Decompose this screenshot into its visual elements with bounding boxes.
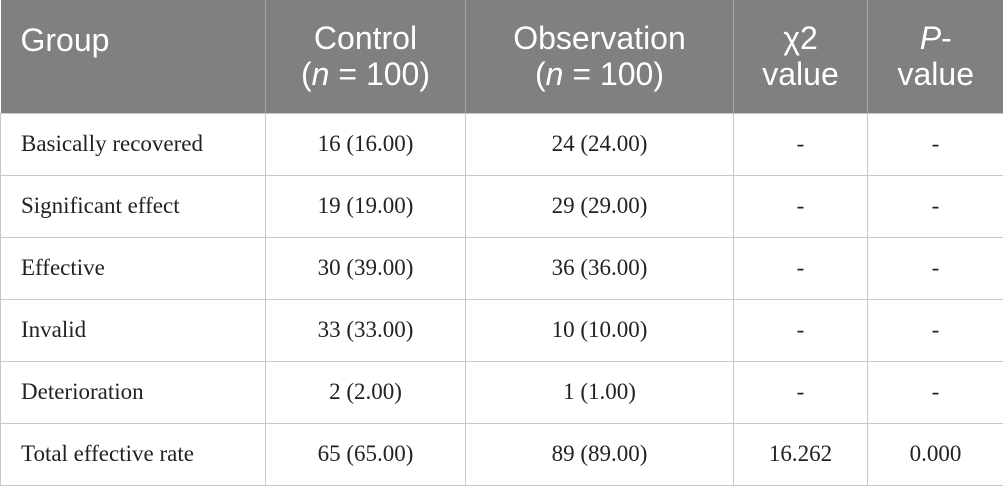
header-text: = 100) (563, 56, 664, 93)
table-cell: 36 (36.00) (465, 236, 734, 300)
table-cell: 30 (39.00) (265, 236, 466, 300)
table-cell: - (867, 112, 1003, 176)
table-cell: 19 (19.00) (265, 174, 466, 238)
header-text: Observation (513, 20, 686, 57)
header-cell: Observation (n = 100) (465, 0, 734, 113)
header-cell: Group (0, 0, 266, 113)
table-cell: - (867, 174, 1003, 238)
table-cell: - (867, 298, 1003, 362)
table-cell: 0.000 (867, 422, 1003, 486)
header-text: P (919, 20, 942, 57)
row-label: Significant effect (0, 174, 266, 238)
row-label: Total effective rate (0, 422, 266, 486)
table-row: Basically recovered 16 (16.00) 24 (24.00) -… (0, 112, 1003, 176)
header-cell: Control (n = 100) (265, 0, 466, 113)
header-text: - (941, 20, 952, 57)
table-cell: 89 (89.00) (465, 422, 734, 486)
table-row: Invalid 33 (33.00) 10 (10.00) - - (0, 298, 1003, 362)
table-row: Significant effect 19 (19.00) 29 (29.00) - - (0, 174, 1003, 238)
table-cell: - (733, 112, 868, 176)
table-body: Basically recovered 16 (16.00) 24 (24.00) -… (0, 112, 1003, 486)
header-text: n (545, 56, 564, 93)
header-text: ( (301, 56, 312, 93)
table-row: Effective 30 (39.00) 36 (36.00) - - (0, 236, 1003, 300)
header-text: = 100) (329, 56, 430, 93)
table-cell: - (733, 360, 868, 424)
table-cell: - (867, 236, 1003, 300)
table-cell: 33 (33.00) (265, 298, 466, 362)
table-cell: 1 (1.00) (465, 360, 734, 424)
table-cell: 2 (2.00) (265, 360, 466, 424)
table-cell: - (733, 174, 868, 238)
table-row: Total effective rate 65 (65.00) 89 (89.00)… (0, 422, 1003, 486)
row-label: Invalid (0, 298, 266, 362)
table-cell: 65 (65.00) (265, 422, 466, 486)
row-label: Basically recovered (0, 112, 266, 176)
results-table: Group Control (n = 100) Observation (n = 1… (0, 0, 1003, 486)
table-cell: 10 (10.00) (465, 298, 734, 362)
header-text: Control (313, 20, 418, 57)
header-text: ( (535, 56, 546, 93)
header-text: value (762, 56, 839, 93)
table-cell: - (733, 298, 868, 362)
table-cell: - (867, 360, 1003, 424)
row-label: Deterioration (0, 360, 266, 424)
table-cell: 16 (16.00) (265, 112, 466, 176)
table-cell: 29 (29.00) (465, 174, 734, 238)
table-row: Deterioration 2 (2.00) 1 (1.00) - - (0, 360, 1003, 424)
row-label: Effective (0, 236, 266, 300)
header-row: Group Control (n = 100) Observation (n = 1… (0, 0, 1003, 113)
header-text: n (311, 56, 330, 93)
table-cell: 24 (24.00) (465, 112, 734, 176)
header-text: Group (20, 22, 110, 58)
header-cell: χ2 value (733, 0, 868, 113)
table-cell: - (733, 236, 868, 300)
header-text: value (897, 56, 975, 93)
header-text: χ2 (783, 20, 818, 57)
table-cell: 16.262 (733, 422, 868, 486)
header-cell: P-value (867, 0, 1003, 113)
